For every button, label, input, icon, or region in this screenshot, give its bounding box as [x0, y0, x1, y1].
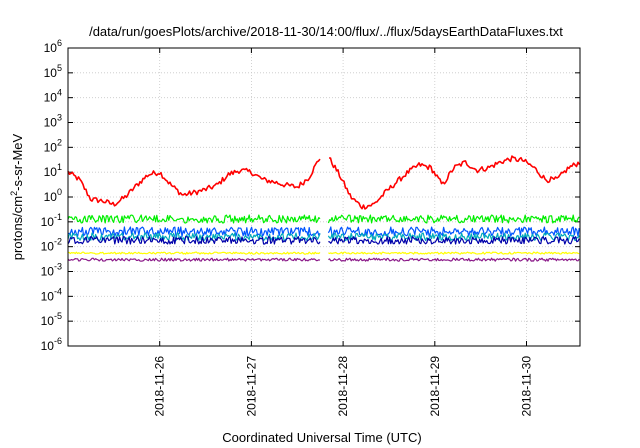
- plot-frame: [67, 47, 581, 347]
- y-tick-label: 106: [44, 38, 62, 55]
- x-axis-label: Coordinated Universal Time (UTC): [222, 430, 421, 445]
- grid: [68, 47, 580, 347]
- y-tick-label: 105: [44, 63, 62, 80]
- y-tick-label: 102: [44, 137, 62, 154]
- x-tick-label: 2018-11-26: [153, 356, 167, 417]
- data-series: [67, 155, 581, 262]
- y-tick-label: 104: [44, 88, 62, 105]
- x-tick-labels: 2018-11-26 2018-11-27 2018-11-28 2018-11-29…: [153, 356, 534, 417]
- x-tick-label: 2018-11-29: [428, 356, 442, 417]
- series-line-1: [67, 155, 581, 210]
- y-tick-label: 103: [44, 113, 62, 130]
- series-line-6: [67, 251, 580, 255]
- series-line-3: [67, 226, 580, 237]
- y-tick-labels: 10-6 10-5 10-4 10-3 10-2 10-1 100 101 102 103 104 1…: [41, 38, 62, 353]
- y-tick-label: 10-2: [41, 237, 62, 254]
- y-tick-label: 10-3: [41, 262, 62, 279]
- chart-title: /data/run/goesPlots/archive/2018-11-30/1…: [89, 24, 563, 39]
- x-tick-label: 2018-11-28: [336, 356, 350, 417]
- x-tick-label: 2018-11-30: [520, 356, 534, 417]
- y-tick-label: 101: [44, 162, 62, 179]
- series-line-2: [67, 214, 580, 224]
- y-axis-label: protons/cm2-s-sr-MeV: [9, 133, 25, 260]
- y-tick-label: 10-1: [41, 212, 62, 229]
- y-tick-label: 10-4: [41, 286, 62, 303]
- y-tick-label: 10-5: [41, 311, 62, 328]
- series-line-5: [67, 236, 580, 245]
- x-tick-label: 2018-11-27: [244, 356, 258, 417]
- series-line-7: [67, 257, 580, 262]
- y-tick-label: 100: [44, 187, 62, 204]
- y-tick-label: 10-6: [41, 336, 62, 353]
